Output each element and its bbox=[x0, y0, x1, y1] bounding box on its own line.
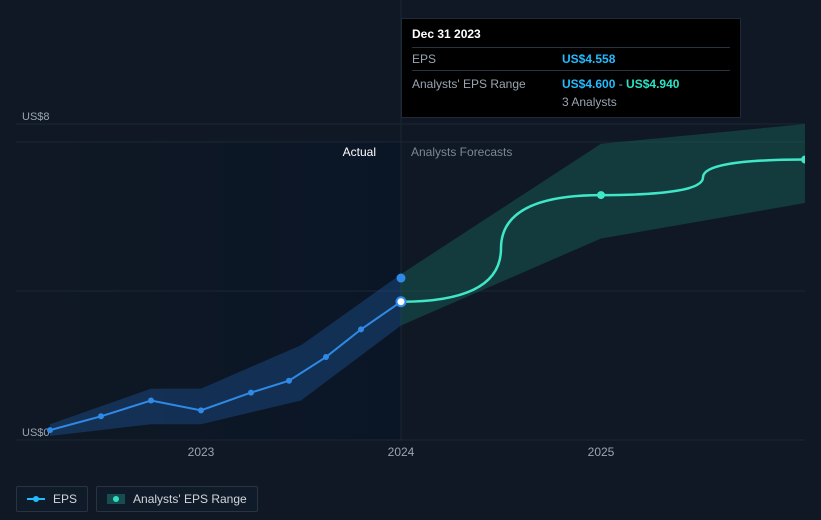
tooltip-range-label: Analysts' EPS Range bbox=[412, 77, 562, 91]
chart-tooltip: Dec 31 2023 EPS US$4.558 Analysts' EPS R… bbox=[401, 18, 741, 118]
chart-legend: EPS Analysts' EPS Range bbox=[16, 486, 258, 512]
range-icon bbox=[107, 494, 125, 504]
tooltip-date: Dec 31 2023 bbox=[412, 27, 730, 48]
svg-text:2023: 2023 bbox=[188, 445, 215, 459]
svg-text:US$0: US$0 bbox=[22, 427, 50, 439]
eps-icon bbox=[27, 494, 45, 504]
legend-item-range[interactable]: Analysts' EPS Range bbox=[96, 486, 258, 512]
svg-text:Actual: Actual bbox=[343, 145, 376, 159]
tooltip-eps-label: EPS bbox=[412, 52, 562, 66]
tooltip-eps-value: US$4.558 bbox=[562, 52, 615, 66]
svg-text:2024: 2024 bbox=[388, 445, 415, 459]
tooltip-range-value: US$4.600 - US$4.940 bbox=[562, 77, 679, 91]
svg-text:2025: 2025 bbox=[588, 445, 615, 459]
legend-item-eps[interactable]: EPS bbox=[16, 486, 88, 512]
svg-text:US$8: US$8 bbox=[22, 111, 50, 123]
svg-text:Analysts Forecasts: Analysts Forecasts bbox=[411, 145, 512, 159]
tooltip-analyst-count: 3 Analysts bbox=[562, 95, 617, 109]
